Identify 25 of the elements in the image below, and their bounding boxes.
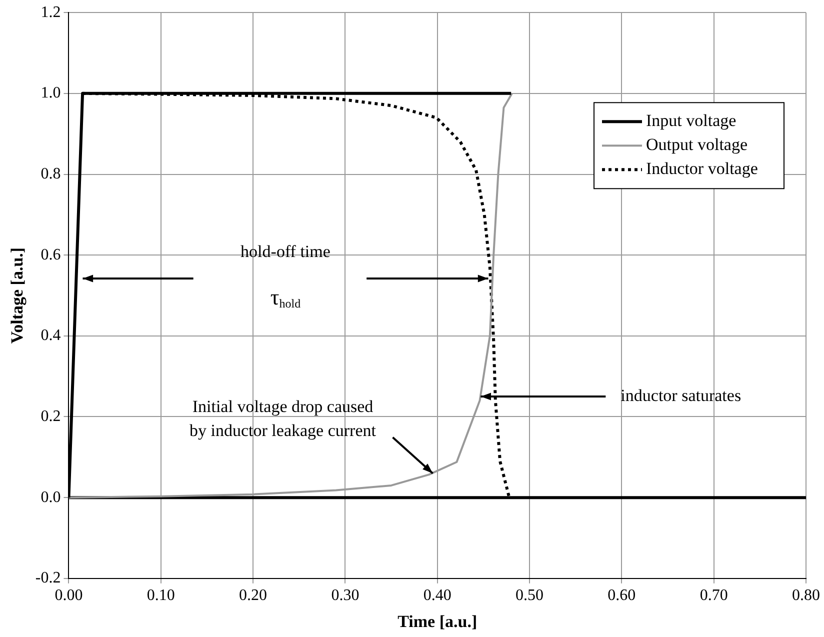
y-tick-label: 1.2 (40, 4, 61, 21)
x-tick-label: 0.00 (54, 587, 83, 604)
legend-label: Output voltage (646, 135, 748, 154)
legend-label: Inductor voltage (646, 159, 758, 178)
y-tick-label: 0.2 (40, 408, 61, 425)
x-tick-label: 0.10 (146, 587, 175, 604)
x-tick-label: 0.80 (792, 587, 820, 604)
annotation: inductor saturates (620, 386, 742, 406)
legend-label: Input voltage (646, 111, 736, 130)
y-tick-label: 0.8 (40, 165, 61, 182)
x-tick-label: 0.70 (700, 587, 728, 604)
annotation: Initial voltage drop caused by inductor leakage current (190, 396, 376, 440)
x-axis-title: Time [a.u.] (398, 612, 478, 632)
y-tick-label: 0.4 (40, 327, 61, 344)
y-axis-title: Voltage [a.u.] (8, 247, 27, 344)
x-tick-label: 0.40 (423, 587, 452, 604)
y-tick-label: 0.6 (40, 246, 61, 264)
annotation: hold-off time (240, 242, 330, 261)
y-tick-label: 0.0 (40, 488, 61, 506)
x-tick-label: 0.30 (331, 587, 360, 604)
y-tick-label: 1.0 (40, 84, 61, 102)
x-tick-label: 0.60 (608, 587, 636, 604)
x-tick-label: 0.50 (516, 587, 544, 604)
x-tick-label: 0.20 (239, 587, 268, 604)
y-tick-label: -0.2 (35, 570, 61, 587)
